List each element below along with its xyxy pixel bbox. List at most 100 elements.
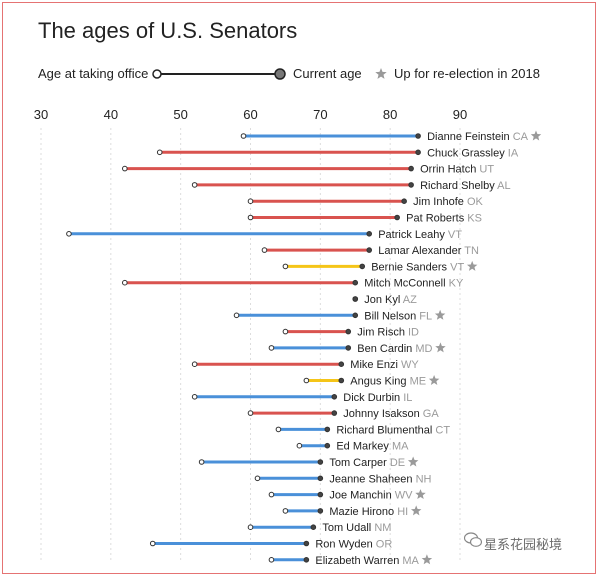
start-age-dot <box>233 312 240 319</box>
senator-name-label: Bill Nelson FL <box>364 310 432 322</box>
senator-name-label: Pat Roberts KS <box>406 213 482 225</box>
senator-row: Richard Shelby AL <box>191 180 511 192</box>
start-age-dot <box>247 410 254 416</box>
senator-name-label: Lamar Alexander TN <box>378 245 479 257</box>
x-tick-label: 40 <box>104 107 118 122</box>
watermark-text: 星系花园秘境 <box>484 538 563 553</box>
senator-name-label: Elizabeth Warren MA <box>315 555 419 567</box>
senator-name-label: Johnny Isakson GA <box>343 408 439 420</box>
reelection-star-icon <box>415 489 426 500</box>
current-age-dot <box>324 426 331 433</box>
start-age-dot <box>254 475 261 482</box>
chart-title: The ages of U.S. Senators <box>38 18 298 43</box>
reelection-star-icon <box>410 505 422 516</box>
start-age-dot <box>296 442 303 449</box>
start-age-dot <box>240 133 247 139</box>
start-age-dot <box>122 279 128 286</box>
senator-row: Jeanne Shaheen NH <box>254 473 432 485</box>
x-tick-label: 90 <box>453 107 467 122</box>
current-age-dot <box>317 491 324 498</box>
senator-row: Ron Wyden OR <box>149 539 392 551</box>
senator-row: Elizabeth Warren MA <box>268 554 433 567</box>
senator-row: Dick Durbin IL <box>191 392 412 404</box>
reelection-star-icon <box>466 260 478 271</box>
current-age-dot <box>415 149 421 156</box>
current-age-dot <box>415 133 421 139</box>
start-age-dot <box>191 182 198 188</box>
current-age-dot <box>317 475 324 482</box>
start-age-dot <box>198 459 205 465</box>
start-age-dot <box>149 540 156 547</box>
wechat-icon <box>464 532 482 547</box>
start-age-dot <box>268 557 275 563</box>
senator-name-label: Jim Risch ID <box>357 327 419 339</box>
senator-name-label: Patrick Leahy VT <box>378 229 462 241</box>
start-age-dot <box>303 377 310 384</box>
senator-row: Patrick Leahy VT <box>66 229 462 241</box>
senator-name-label: Orrin Hatch UT <box>420 164 494 176</box>
senator-name-label: Jeanne Shaheen NH <box>329 473 431 485</box>
senator-name-label: Dick Durbin IL <box>343 392 412 404</box>
senator-name-label: Mitch McConnell KY <box>364 278 464 290</box>
senator-row: Chuck Grassley IA <box>156 147 519 159</box>
senator-row: Johnny Isakson GA <box>247 408 439 420</box>
start-age-dot <box>282 328 289 335</box>
senator-row: Jim Risch ID <box>282 327 419 339</box>
senator-row: Mike Enzi WY <box>191 359 419 371</box>
reelection-star-icon <box>428 375 440 385</box>
reelection-star-icon <box>407 456 419 467</box>
senator-name-label: Chuck Grassley IA <box>427 147 519 159</box>
senator-name-label: Ron Wyden OR <box>315 539 392 551</box>
current-age-dot <box>303 557 310 563</box>
start-age-dot <box>268 491 275 498</box>
legend-end-marker <box>274 68 286 80</box>
start-age-dot <box>247 214 254 221</box>
reelection-star-icon <box>434 309 446 320</box>
senator-row: Tom Carper DE <box>198 456 419 469</box>
current-age-dot <box>331 394 338 400</box>
start-age-dot <box>191 361 198 368</box>
legend-star-label: Up for re-election in 2018 <box>394 66 540 81</box>
legend-graphics <box>152 68 387 80</box>
senator-name-label: Richard Shelby AL <box>420 180 511 192</box>
current-age-dot <box>352 312 359 319</box>
senator-row: Lamar Alexander TN <box>261 245 479 257</box>
senator-row: Pat Roberts KS <box>247 213 482 225</box>
legend-start-label: Age at taking office <box>38 66 149 81</box>
current-age-dot <box>317 508 324 514</box>
current-age-dot <box>359 263 366 270</box>
start-age-dot <box>247 524 254 531</box>
senator-name-label: Mike Enzi WY <box>350 359 419 371</box>
current-age-dot <box>303 540 310 547</box>
senator-name-label: Richard Blumenthal CT <box>336 424 450 436</box>
current-age-dot <box>345 328 352 335</box>
senator-row: Mazie Hirono HI <box>282 505 422 518</box>
senator-row: Tom Udall NM <box>247 522 391 534</box>
senator-name-label: Jim Inhofe OK <box>413 196 483 208</box>
start-age-dot <box>156 149 163 156</box>
senator-name-label: Ed Markey MA <box>336 441 409 453</box>
current-age-dot <box>331 410 338 416</box>
senator-row: Jim Inhofe OK <box>247 196 484 208</box>
start-age-dot <box>122 165 128 172</box>
senator-row: Angus King ME <box>303 375 440 388</box>
senator-name-label: Tom Carper DE <box>329 457 405 469</box>
current-age-dot <box>352 296 359 302</box>
senator-name-label: Dianne Feinstein CA <box>427 131 529 143</box>
start-age-dot <box>191 394 198 400</box>
current-age-dot <box>345 345 352 351</box>
senator-row: Jon Kyl AZ <box>352 294 417 306</box>
senator-name-label: Jon Kyl AZ <box>364 294 417 306</box>
senator-row: Mitch McConnell KY <box>122 278 464 290</box>
reelection-star-icon <box>435 342 446 353</box>
senator-row: Ben Cardin MD <box>268 342 446 355</box>
x-tick-label: 70 <box>313 107 327 122</box>
current-age-dot <box>394 214 400 221</box>
legend-end-label: Current age <box>293 66 362 81</box>
senator-row: Orrin Hatch UT <box>122 164 494 176</box>
senator-name-label: Bernie Sanders VT <box>371 261 464 273</box>
reelection-star-icon <box>530 130 542 141</box>
start-age-dot <box>282 263 289 270</box>
senator-name-label: Ben Cardin MD <box>357 343 432 355</box>
